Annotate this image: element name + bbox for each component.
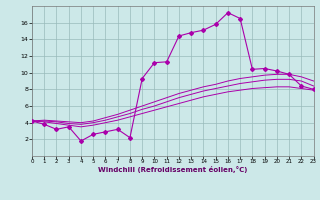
- X-axis label: Windchill (Refroidissement éolien,°C): Windchill (Refroidissement éolien,°C): [98, 166, 247, 173]
